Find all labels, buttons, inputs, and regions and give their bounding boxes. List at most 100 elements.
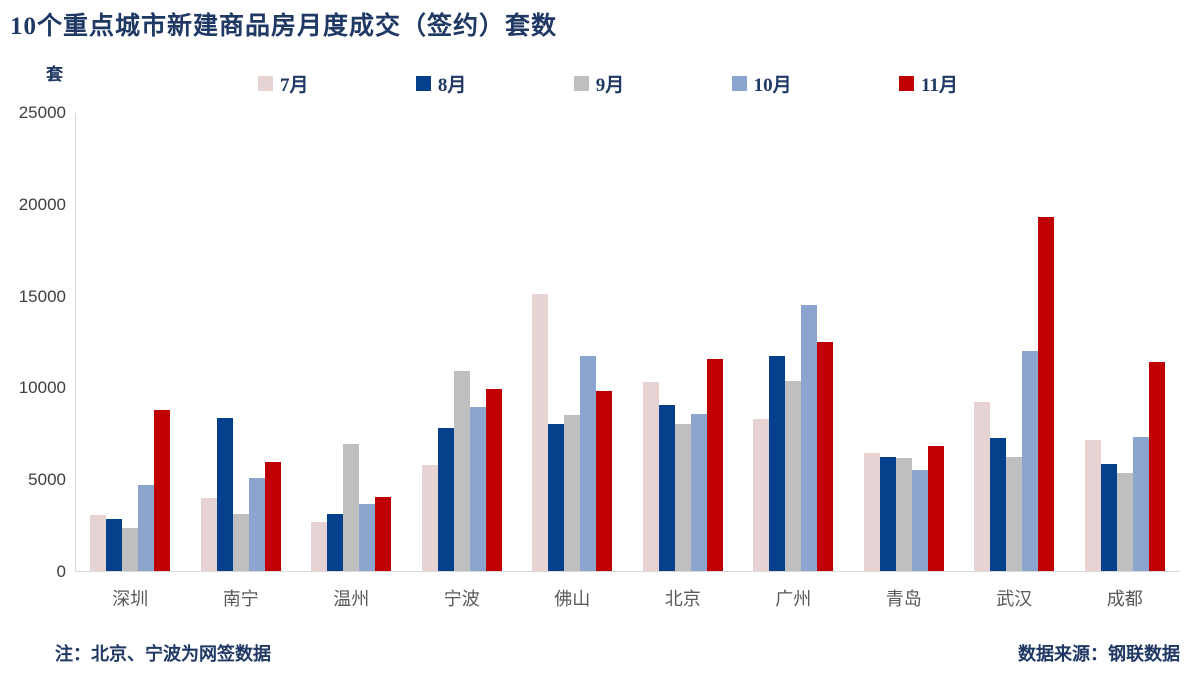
bar-北京-9月 [674, 424, 691, 571]
bar-北京-7月 [642, 382, 659, 571]
category-label-温州: 温州 [333, 589, 370, 609]
category-label-成都: 成都 [1106, 589, 1143, 609]
bar-宁波-9月 [453, 371, 470, 571]
bar-group-成都 [1070, 113, 1181, 571]
bar-成都-10月 [1132, 437, 1149, 571]
bar-成都-9月 [1116, 473, 1133, 571]
legend-swatch-icon [899, 76, 914, 91]
legend-item-7月: 7月 [258, 70, 309, 97]
legend-swatch-icon [258, 76, 273, 91]
legend-label: 11月 [921, 75, 958, 96]
y-tick-label: 0 [56, 562, 66, 581]
bar-南宁-8月 [216, 418, 233, 571]
legend-label: 10月 [753, 75, 792, 96]
bar-佛山-7月 [532, 294, 549, 571]
bar-group-青岛 [849, 113, 960, 571]
bar-广州-11月 [817, 342, 834, 571]
y-tick-label: 15000 [18, 286, 66, 306]
y-tick-label: 20000 [18, 194, 66, 214]
bar-温州-11月 [375, 496, 392, 571]
bar-深圳-11月 [154, 409, 171, 571]
bar-group-宁波 [407, 113, 518, 571]
bar-group-武汉 [959, 113, 1070, 571]
bar-武汉-11月 [1038, 217, 1055, 571]
y-axis-line [75, 113, 76, 572]
category-label-佛山: 佛山 [554, 589, 591, 609]
bar-佛山-10月 [580, 355, 597, 571]
plot-area [75, 113, 1180, 572]
bar-北京-10月 [690, 414, 707, 571]
chart-note: 注：北京、宁波为网签数据 [55, 644, 271, 664]
bar-广州-10月 [801, 305, 818, 571]
bar-青岛-11月 [927, 445, 944, 571]
bar-group-深圳 [75, 113, 186, 571]
legend-item-9月: 9月 [573, 70, 625, 97]
bar-温州-8月 [327, 514, 344, 571]
bar-group-温州 [296, 113, 407, 571]
bar-group-南宁 [186, 113, 297, 571]
bar-青岛-9月 [895, 458, 912, 571]
category-label-深圳: 深圳 [112, 589, 149, 609]
legend-item-10月: 10月 [731, 70, 792, 97]
chart-title: 10个重点城市新建商品房月度成交（签约）套数 [10, 13, 558, 40]
bar-广州-8月 [769, 355, 786, 571]
bar-广州-9月 [785, 381, 802, 571]
legend-label: 8月 [437, 75, 467, 96]
bar-宁波-10月 [469, 407, 486, 571]
legend-label: 7月 [280, 75, 309, 96]
bar-青岛-10月 [911, 470, 928, 571]
bar-武汉-9月 [1006, 457, 1023, 571]
bar-group-佛山 [517, 113, 628, 571]
y-axis-unit-label: 套 [46, 65, 63, 84]
y-tick-label: 10000 [18, 378, 66, 398]
bar-温州-7月 [311, 521, 328, 571]
bar-佛山-9月 [564, 415, 581, 571]
bar-南宁-9月 [232, 514, 249, 571]
y-tick-label: 25000 [18, 103, 66, 122]
bar-group-北京 [628, 113, 739, 571]
bar-成都-8月 [1100, 463, 1117, 571]
legend-swatch-icon [731, 76, 747, 91]
legend-item-11月: 11月 [899, 70, 958, 97]
bar-宁波-8月 [437, 428, 454, 571]
bar-宁波-7月 [421, 464, 438, 571]
bar-深圳-10月 [138, 484, 155, 571]
bar-深圳-8月 [106, 518, 123, 571]
bar-成都-11月 [1148, 362, 1165, 571]
bar-武汉-10月 [1022, 351, 1039, 571]
category-label-武汉: 武汉 [996, 589, 1033, 609]
bar-青岛-7月 [863, 452, 880, 571]
bar-深圳-9月 [122, 527, 139, 571]
bar-北京-8月 [658, 405, 675, 571]
bar-group-广州 [738, 113, 849, 571]
legend-swatch-icon [573, 76, 589, 91]
bar-佛山-11月 [596, 390, 613, 571]
bar-宁波-11月 [485, 388, 502, 571]
bar-深圳-7月 [90, 515, 107, 571]
legend-item-8月: 8月 [415, 70, 467, 97]
category-label-青岛: 青岛 [885, 589, 922, 609]
bar-南宁-7月 [200, 497, 217, 571]
category-label-广州: 广州 [775, 589, 812, 609]
bar-温州-9月 [343, 443, 360, 571]
bar-青岛-8月 [879, 457, 896, 571]
y-tick-label: 5000 [28, 470, 66, 490]
x-axis-line [75, 571, 1180, 572]
bar-南宁-10月 [248, 477, 265, 571]
bar-成都-7月 [1084, 440, 1101, 571]
legend-label: 9月 [595, 75, 625, 96]
bar-佛山-8月 [548, 424, 565, 571]
bar-武汉-8月 [990, 438, 1007, 571]
legend-swatch-icon [415, 76, 431, 91]
bar-北京-11月 [706, 358, 723, 571]
data-source: 数据来源：钢联数据 [1018, 644, 1180, 664]
legend: 7月 8月 9月 10月 11月 [258, 70, 958, 97]
bar-广州-7月 [753, 418, 770, 571]
category-label-宁波: 宁波 [443, 589, 480, 609]
bar-温州-10月 [359, 504, 376, 571]
bar-武汉-7月 [974, 401, 991, 571]
bar-南宁-11月 [264, 462, 281, 571]
category-label-北京: 北京 [664, 589, 701, 609]
category-label-南宁: 南宁 [222, 589, 259, 609]
